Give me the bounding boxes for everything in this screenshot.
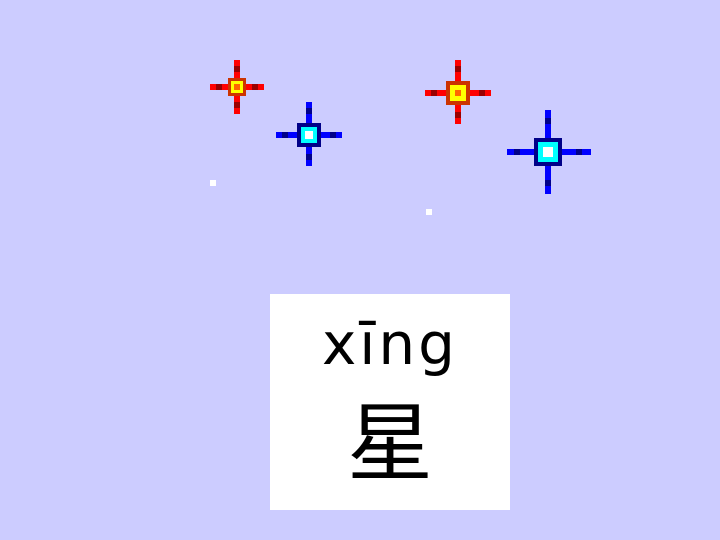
hanzi-character: 星 xyxy=(347,394,433,494)
white-dot-icon xyxy=(210,180,216,186)
pinyin-text: xīng xyxy=(321,310,458,378)
red-sparkle-icon xyxy=(425,60,491,124)
word-card: xīng 星 xyxy=(270,294,510,510)
white-dot-icon xyxy=(426,209,432,215)
blue-sparkle-icon xyxy=(507,110,591,194)
blue-sparkle-icon xyxy=(276,102,342,166)
red-sparkle-icon xyxy=(210,60,264,114)
